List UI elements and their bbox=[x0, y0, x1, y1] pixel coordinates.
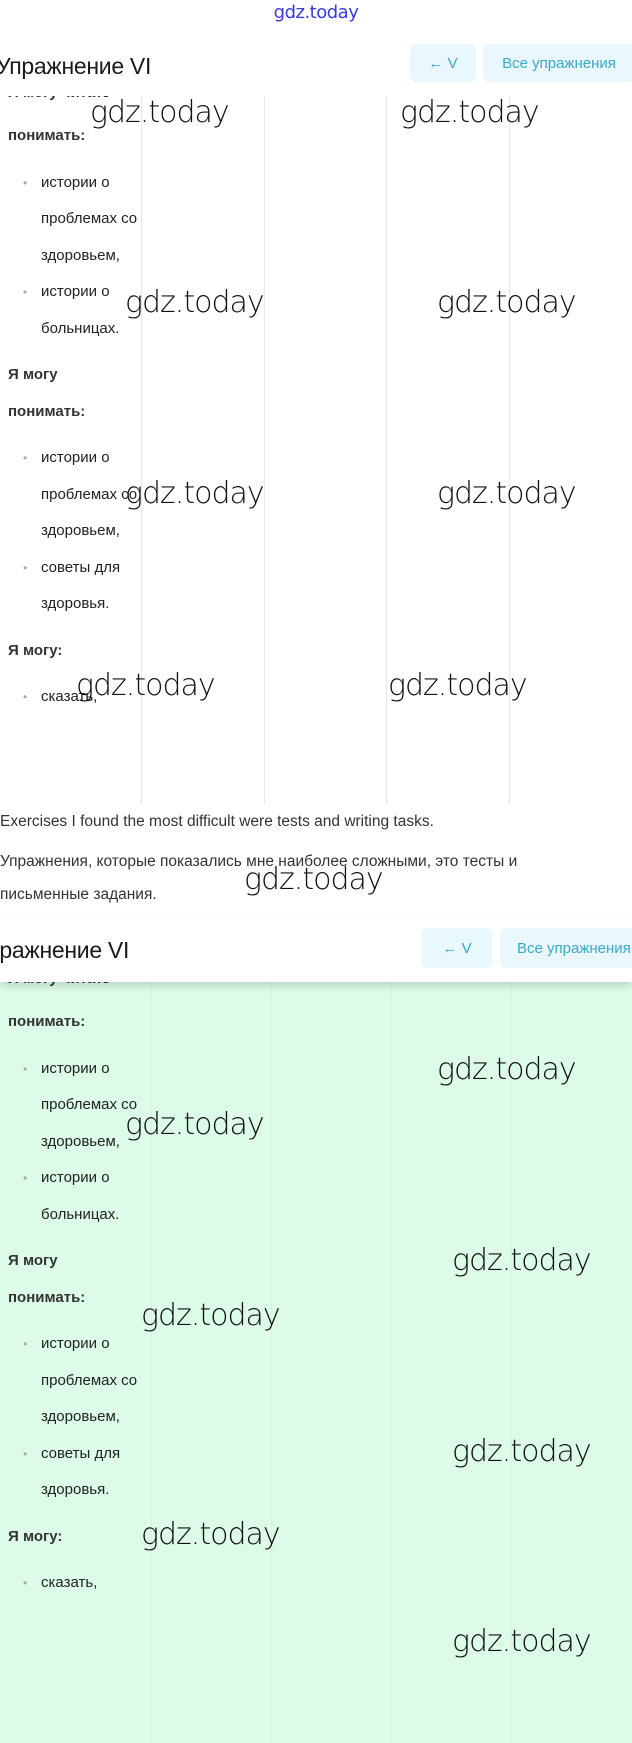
column-divider bbox=[511, 982, 512, 1743]
bullet-list: истории о проблемах со здоровьем, советы … bbox=[8, 1326, 138, 1509]
watermark: gdz.today bbox=[141, 1298, 281, 1333]
cell-heading: Я могу понимать: bbox=[8, 366, 86, 420]
list-item: истории о больницах. bbox=[8, 274, 148, 347]
page-title: Упражнение VI bbox=[0, 936, 130, 963]
site-logo: gdz.today bbox=[273, 2, 359, 23]
cell-heading: Я могу понимать: bbox=[8, 1252, 86, 1306]
column-divider bbox=[264, 96, 265, 804]
watermark: gdz.today bbox=[90, 95, 230, 130]
list-item: сказать, bbox=[8, 679, 148, 716]
cell-heading: понимать: bbox=[8, 127, 86, 144]
bullet-list: истории о проблемах со здоровьем, советы … bbox=[8, 440, 138, 623]
list-item-text: сказать, bbox=[41, 1574, 98, 1591]
list-item-text: истории о проблемах со здоровьем, bbox=[41, 449, 138, 539]
column-divider bbox=[391, 982, 392, 1743]
answer-table: Я могу читать: понимать: истории о проблем… bbox=[0, 96, 632, 804]
watermark: gdz.today bbox=[244, 862, 384, 897]
list-item-text: истории о проблемах со здоровьем, bbox=[41, 173, 138, 264]
list-item: истории о больницах. bbox=[8, 1160, 148, 1233]
list-item: сказать, bbox=[8, 1565, 148, 1602]
list-item: истории о проблемах со здоровьем, bbox=[8, 1051, 148, 1161]
cell-heading: Я могу читать: bbox=[8, 96, 108, 118]
list-item-text: истории о проблемах со здоровьем, bbox=[41, 1059, 138, 1150]
watermark: gdz.today bbox=[437, 1052, 577, 1087]
all-exercises-button[interactable]: Все упражнения bbox=[483, 44, 632, 82]
bullet-list: сказать, bbox=[8, 1565, 138, 1602]
list-item-text: советы для здоровья. bbox=[41, 1444, 121, 1499]
watermark: gdz.today bbox=[452, 1434, 592, 1469]
watermark: gdz.today bbox=[452, 1243, 592, 1278]
cell-heading: Я могу: bbox=[8, 641, 63, 659]
column-divider bbox=[386, 96, 387, 804]
page-title: Упражнение VI bbox=[0, 52, 152, 79]
answer-russian: Упражнения, которые показались мне наибо… bbox=[0, 853, 518, 903]
table-cell: Я могу читать: понимать: истории о проблем… bbox=[8, 982, 138, 1612]
bullet-list: истории о проблемах со здоровьем, истории… bbox=[8, 1051, 138, 1234]
column-divider bbox=[151, 982, 152, 1743]
watermark: gdz.today bbox=[437, 476, 577, 511]
watermark: gdz.today bbox=[437, 285, 577, 320]
watermark: gdz.today bbox=[125, 1107, 265, 1142]
prev-exercise-button[interactable]: ← V bbox=[410, 44, 476, 82]
cell-heading: Я могу читать: bbox=[8, 982, 108, 1004]
watermark: gdz.today bbox=[400, 95, 540, 130]
list-item: истории о проблемах со здоровьем, bbox=[8, 440, 148, 550]
list-item-text: истории о больницах. bbox=[41, 1169, 120, 1223]
list-item-text: истории о проблемах со здоровьем, bbox=[41, 1335, 138, 1425]
column-divider bbox=[271, 982, 272, 1743]
answer-table-highlighted: Я могу читать: понимать: истории о проблем… bbox=[0, 982, 632, 1743]
table-cell: Я могу читать: понимать: истории о проблем… bbox=[8, 96, 138, 726]
watermark: gdz.today bbox=[452, 1624, 592, 1659]
list-item: истории о проблемах со здоровьем, bbox=[8, 1326, 148, 1436]
exercise-header: Упражнение VI ← V Все упражнения bbox=[0, 36, 632, 96]
list-item-text: сказать, bbox=[41, 688, 98, 705]
watermark: gdz.today bbox=[76, 668, 216, 703]
watermark: gdz.today bbox=[125, 476, 265, 511]
cell-heading: Я могу: bbox=[8, 1527, 63, 1545]
list-item-text: истории о больницах. bbox=[41, 283, 120, 337]
exercise-header-sticky: Упражнение VI ← V Все упражнения bbox=[0, 918, 632, 982]
answer-english: Exercises I found the most difficult wer… bbox=[0, 813, 434, 830]
all-exercises-button[interactable]: Все упражнения bbox=[500, 928, 632, 968]
cell-heading: понимать: bbox=[8, 1013, 86, 1030]
list-item: истории о проблемах со здоровьем, bbox=[8, 165, 148, 275]
bullet-list: истории о проблемах со здоровьем, истории… bbox=[8, 165, 138, 348]
watermark: gdz.today bbox=[125, 285, 265, 320]
bullet-list: сказать, bbox=[8, 679, 138, 716]
column-divider bbox=[509, 96, 510, 804]
prev-exercise-button[interactable]: ← V bbox=[422, 928, 492, 968]
list-item: советы для здоровья. bbox=[8, 1436, 148, 1509]
list-item-text: советы для здоровья. bbox=[41, 558, 121, 613]
watermark: gdz.today bbox=[141, 1517, 281, 1552]
list-item: советы для здоровья. bbox=[8, 550, 148, 623]
watermark: gdz.today bbox=[388, 668, 528, 703]
